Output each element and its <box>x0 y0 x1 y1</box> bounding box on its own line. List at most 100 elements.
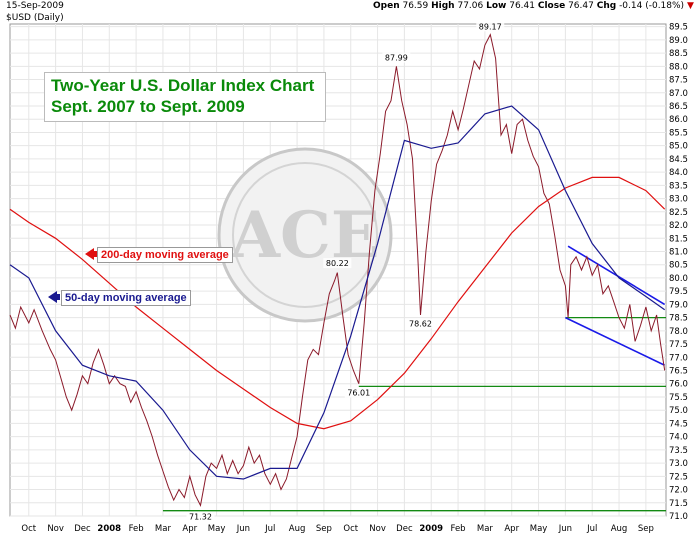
x-tick-label: Apr <box>182 524 197 534</box>
x-tick-label: Dec <box>396 524 413 534</box>
low-value: 76.41 <box>509 1 535 11</box>
y-tick-label: 72.0 <box>669 486 688 496</box>
price-label-bg <box>186 511 215 522</box>
open-label: Open <box>373 1 400 11</box>
y-tick-label: 88.0 <box>669 62 688 72</box>
y-tick-label: 86.5 <box>669 102 688 112</box>
x-tick-label: Mar <box>477 524 494 534</box>
y-tick-label: 86.0 <box>669 115 688 125</box>
x-tick-label: Nov <box>47 524 64 534</box>
y-tick-label: 88.5 <box>669 49 688 59</box>
y-tick-label: 83.5 <box>669 181 688 191</box>
y-tick-label: 81.5 <box>669 234 688 244</box>
chg-value: -0.14 (-0.18%) <box>619 1 685 11</box>
x-tick-label: Oct <box>21 524 36 534</box>
close-label: Close <box>537 1 566 11</box>
x-tick-label: Sep <box>316 524 332 534</box>
y-tick-label: 78.0 <box>669 327 688 337</box>
y-tick-label: 82.5 <box>669 208 688 218</box>
high-label: High <box>431 1 455 11</box>
y-tick-label: 84.0 <box>669 168 688 178</box>
y-tick-label: 77.5 <box>669 340 688 350</box>
x-tick-label: Jul <box>264 524 275 534</box>
ma200-arrow-icon <box>85 248 97 260</box>
y-tick-label: 75.5 <box>669 393 688 403</box>
x-tick-label: Mar <box>155 524 172 534</box>
x-tick-label: Jun <box>236 524 250 534</box>
price-label-bg <box>323 258 352 269</box>
y-tick-label: 82.0 <box>669 221 688 231</box>
x-tick-label: Apr <box>504 524 519 534</box>
y-tick-label: 89.0 <box>669 36 688 46</box>
y-tick-label: 78.5 <box>669 314 688 324</box>
price-label: 80.22 <box>326 259 349 268</box>
y-tick-label: 77.0 <box>669 353 688 363</box>
y-tick-label: 80.5 <box>669 261 688 271</box>
y-tick-label: 89.5 <box>669 23 688 33</box>
ma50-arrow-icon <box>48 291 60 303</box>
high-value: 77.06 <box>457 1 484 11</box>
y-tick-label: 81.0 <box>669 247 688 257</box>
y-tick-label: 73.5 <box>669 446 688 456</box>
x-tick-label: Feb <box>129 524 144 534</box>
y-tick-label: 73.0 <box>669 459 688 469</box>
x-tick-label: Feb <box>451 524 466 534</box>
x-tick-label: Aug <box>289 524 306 534</box>
coin-watermark-outer <box>217 147 393 323</box>
chart-title-box: Two-Year U.S. Dollar Index Chart Sept. 2… <box>44 72 326 122</box>
y-tick-label: 76.5 <box>669 367 688 377</box>
price-label: 89.17 <box>479 22 502 31</box>
y-tick-label: 84.5 <box>669 155 688 165</box>
y-tick-label: 71.5 <box>669 499 688 509</box>
low-label: Low <box>486 1 507 11</box>
chg-label: Chg <box>596 1 617 11</box>
y-tick-label: 85.0 <box>669 142 688 152</box>
y-tick-label: 74.0 <box>669 433 688 443</box>
chart-subtitle: Sept. 2007 to Sept. 2009 <box>51 97 245 116</box>
x-tick-label: 2008 <box>97 524 121 534</box>
y-tick-label: 80.0 <box>669 274 688 284</box>
x-tick-label: Aug <box>611 524 628 534</box>
ma200-series-line <box>9 176 666 430</box>
price-label-bg <box>406 318 435 329</box>
x-tick-label: Sep <box>638 524 654 534</box>
quote-bar: Open 76.59 High 77.06 Low 76.41 Close 76… <box>373 1 694 11</box>
close-value: 76.47 <box>568 1 594 11</box>
price-label: 71.32 <box>189 513 212 522</box>
price-label-bg <box>382 52 411 63</box>
x-tick-label: 2009 <box>419 524 443 534</box>
ma50-series-line <box>9 105 666 480</box>
ma50-label: 50-day moving average <box>61 290 191 306</box>
x-tick-label: Jun <box>558 524 572 534</box>
price-series-line <box>9 33 666 507</box>
symbol-label: $USD (Daily) <box>6 13 64 23</box>
channel-line <box>565 316 666 366</box>
x-tick-label: Nov <box>369 524 386 534</box>
price-label-bg <box>476 21 505 32</box>
x-tick-label: May <box>530 524 548 534</box>
coin-watermark-logo: ACE <box>229 198 379 273</box>
date-label: 15-Sep-2009 <box>6 1 64 11</box>
ma200-label: 200-day moving average <box>97 247 233 263</box>
y-tick-label: 87.0 <box>669 89 688 99</box>
price-label: 78.62 <box>409 319 432 328</box>
y-tick-label: 74.5 <box>669 419 688 429</box>
coin-watermark-inner <box>232 162 378 308</box>
price-label-bg <box>344 387 373 398</box>
chart-title: Two-Year U.S. Dollar Index Chart <box>51 76 315 95</box>
y-tick-label: 75.0 <box>669 406 688 416</box>
x-tick-label: Oct <box>343 524 358 534</box>
y-tick-label: 76.0 <box>669 380 688 390</box>
down-arrow-icon: ▼ <box>686 1 694 11</box>
y-tick-label: 79.5 <box>669 287 688 297</box>
x-tick-label: Dec <box>74 524 91 534</box>
y-tick-label: 87.5 <box>669 76 688 86</box>
y-tick-label: 85.5 <box>669 128 688 138</box>
price-label: 87.99 <box>385 54 408 63</box>
y-tick-label: 71.0 <box>669 512 688 522</box>
y-tick-label: 83.0 <box>669 195 688 205</box>
price-label: 76.01 <box>347 388 370 397</box>
x-tick-label: Jul <box>586 524 597 534</box>
y-tick-label: 72.5 <box>669 472 688 482</box>
